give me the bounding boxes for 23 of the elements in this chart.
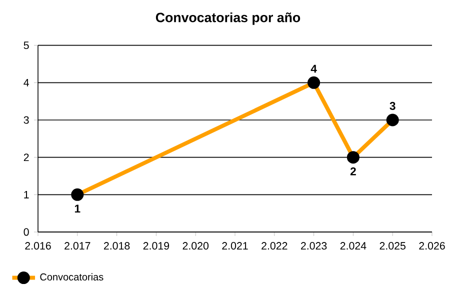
y-tick-label: 4 [24, 78, 29, 86]
y-tick-label: 1 [24, 190, 29, 198]
x-tick-label: 2.026 [419, 242, 445, 250]
x-tick-label: 2.023 [301, 242, 327, 250]
x-tick-label: 2.018 [104, 242, 130, 250]
x-tick-label: 2.019 [143, 242, 170, 250]
x-tick-label: 2.025 [380, 242, 406, 250]
data-label: 1 [74, 204, 80, 213]
chart-title: Convocatorias por año [156, 12, 300, 25]
data-label: 2 [350, 167, 356, 176]
x-tick-label: 2.022 [262, 242, 288, 250]
x-tick-label: 2.017 [64, 242, 90, 250]
y-tick-label: 5 [24, 42, 29, 50]
data-label: 4 [310, 64, 317, 73]
y-tick-label: 0 [24, 228, 29, 236]
y-tick-label: 2 [24, 154, 29, 162]
legend-label: Convocatorias [40, 273, 104, 281]
y-tick-label: 3 [24, 116, 29, 124]
x-tick-label: 2.024 [340, 242, 366, 250]
x-tick-label: 2.020 [182, 242, 209, 250]
x-tick-label: 2.021 [222, 242, 248, 250]
x-tick-label: 2.016 [25, 242, 51, 250]
data-label: 3 [390, 102, 396, 110]
